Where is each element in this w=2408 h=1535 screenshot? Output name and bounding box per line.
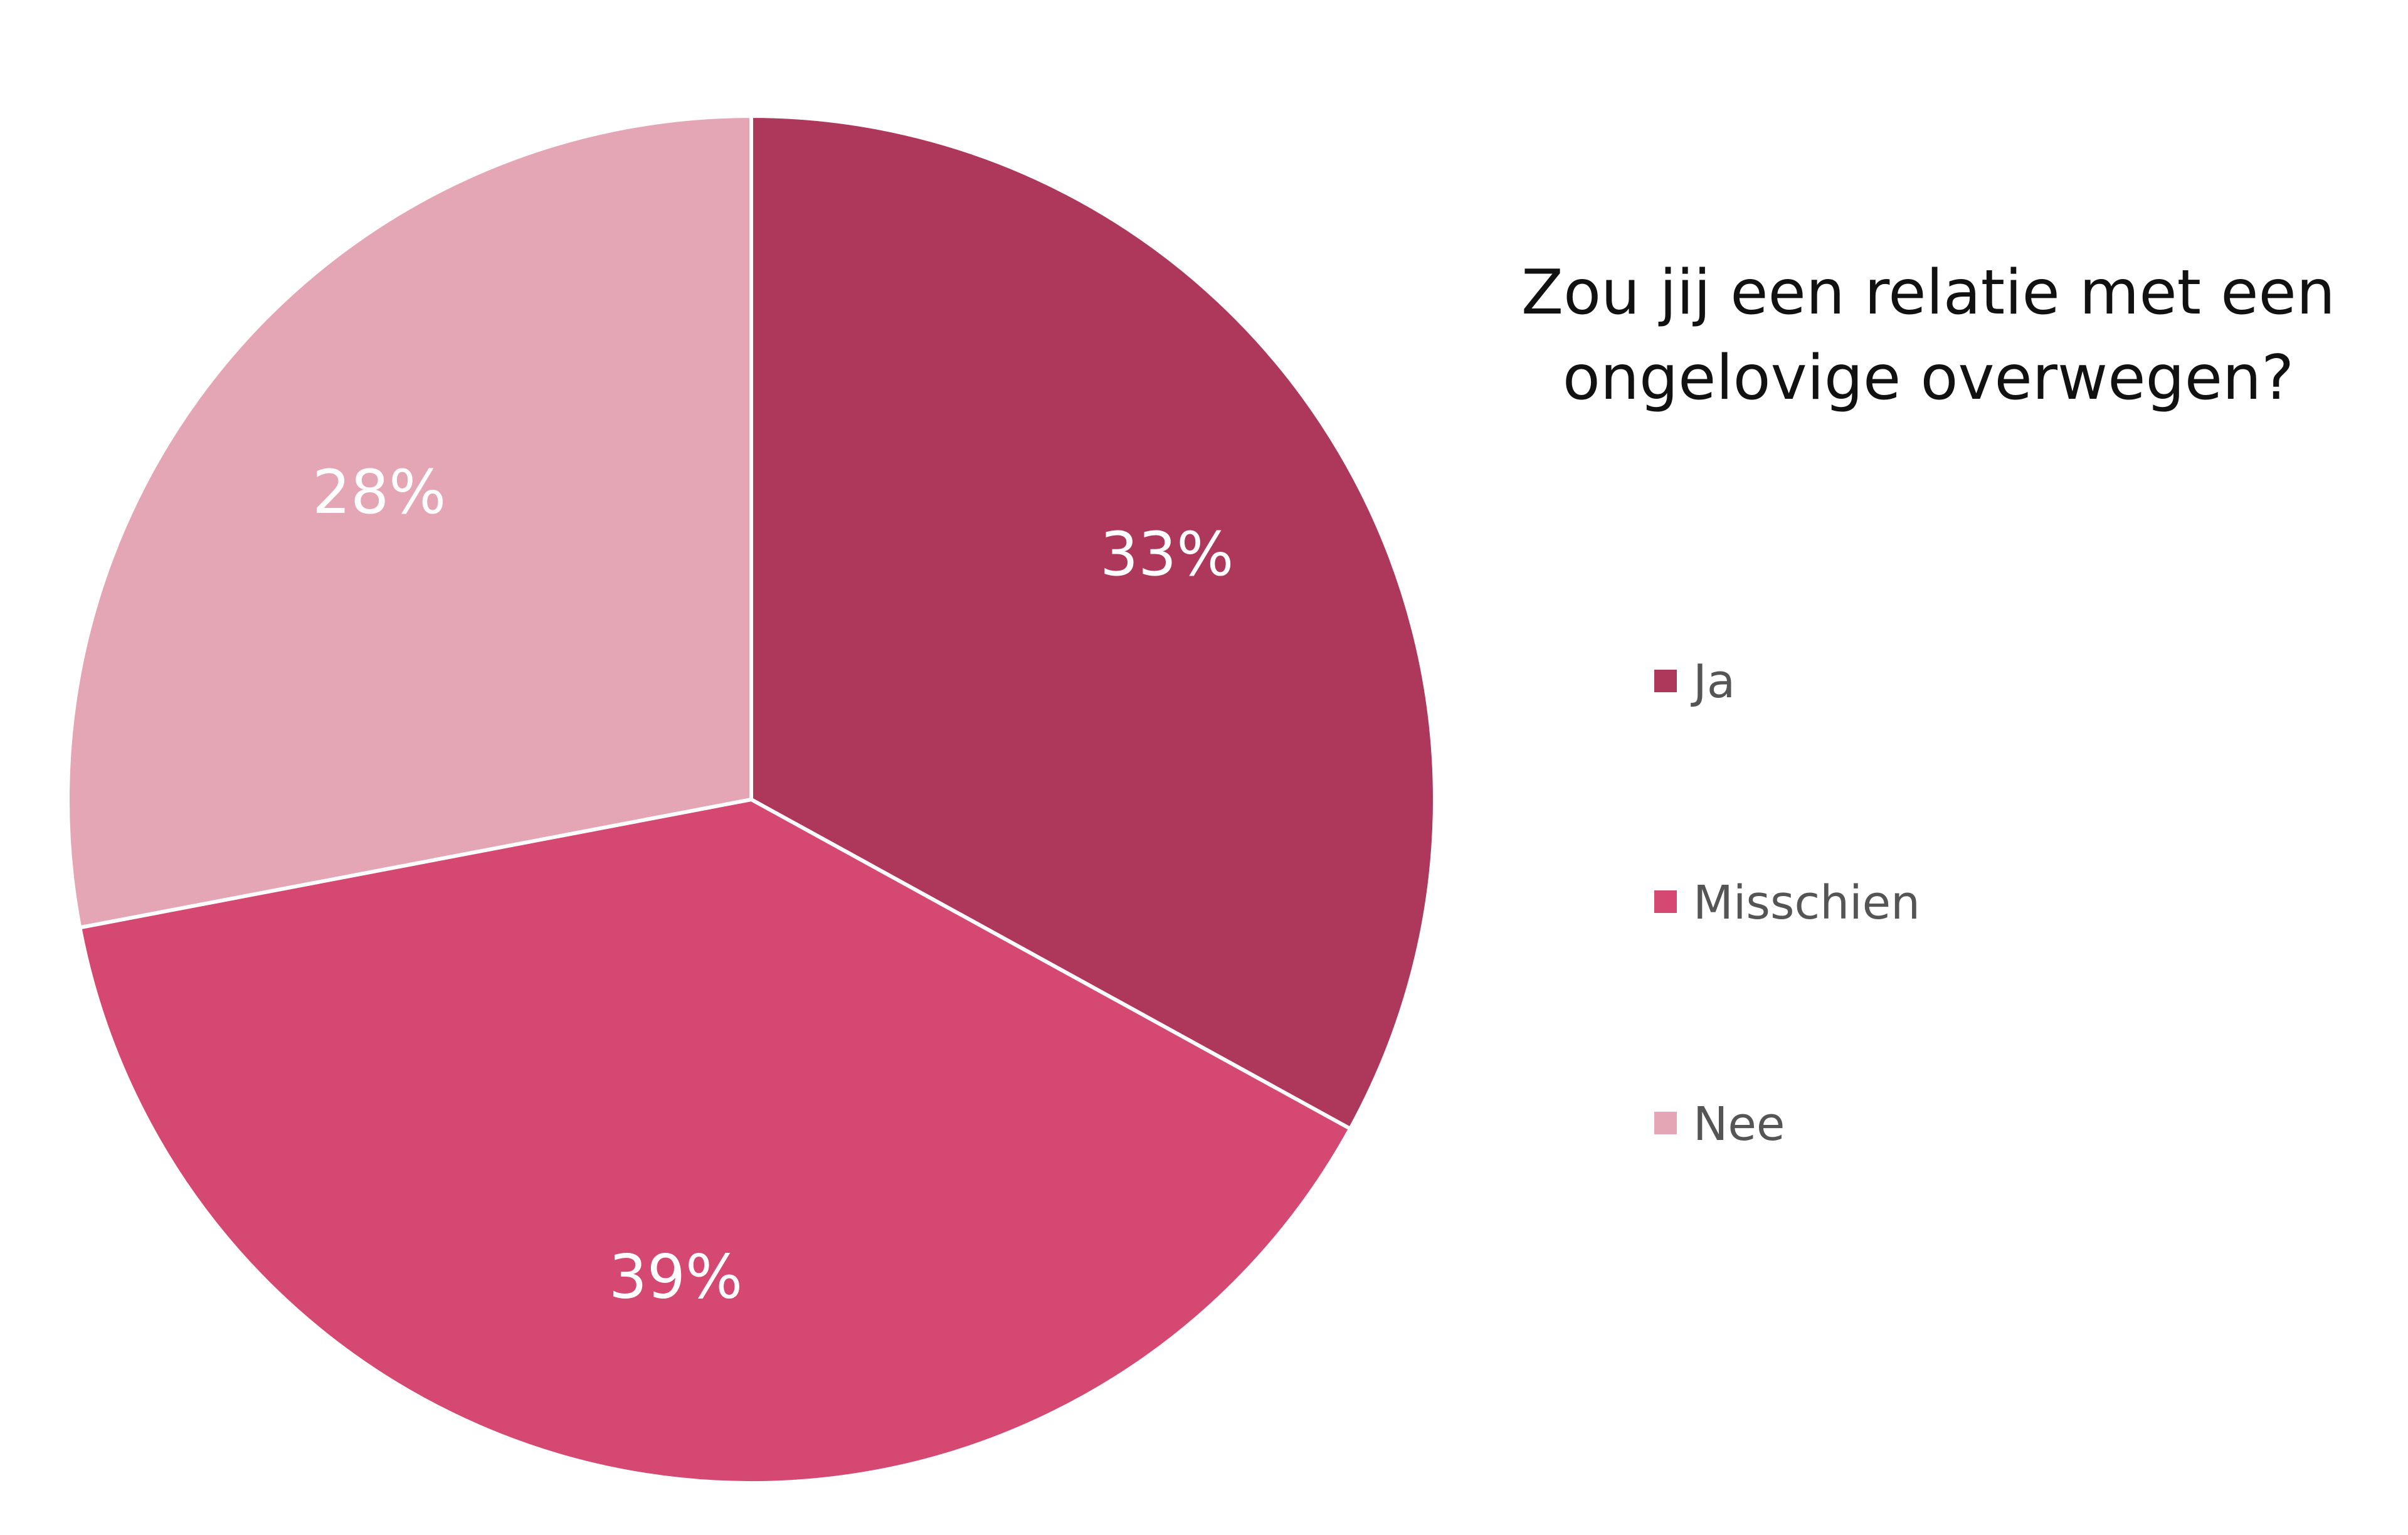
legend-label-misschien: Misschien [1693,876,1920,930]
legend-swatch-misschien [1654,890,1677,913]
pie-slice-misschien [78,798,1353,1485]
legend-label-nee: Nee [1693,1097,1785,1151]
pie-value-label-misschien: 39% [609,1242,742,1312]
pie-value-labels: 33% 39% 28% [312,457,1233,1312]
chart-title: Zou jij een relatie met een ongelovige o… [1521,257,2335,414]
legend-swatch-nee [1654,1112,1677,1134]
pie-slice-ja [749,114,1437,1131]
pie-value-label-nee: 28% [312,457,446,527]
legend-label-ja: Ja [1691,655,1735,709]
legend-swatch-ja [1654,670,1677,692]
pie-slice-nee [66,114,753,930]
chart-title-line-2: ongelovige overwegen? [1563,342,2294,414]
chart-title-line-1: Zou jij een relatie met een [1521,257,2335,329]
pie-value-label-ja: 33% [1100,519,1233,589]
chart-legend: Ja Misschien Nee [1654,655,1920,1151]
pie-slices [66,114,1437,1485]
